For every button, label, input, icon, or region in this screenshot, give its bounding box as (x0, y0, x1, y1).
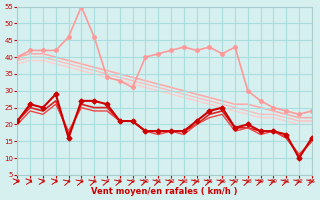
X-axis label: Vent moyen/en rafales ( km/h ): Vent moyen/en rafales ( km/h ) (91, 187, 238, 196)
